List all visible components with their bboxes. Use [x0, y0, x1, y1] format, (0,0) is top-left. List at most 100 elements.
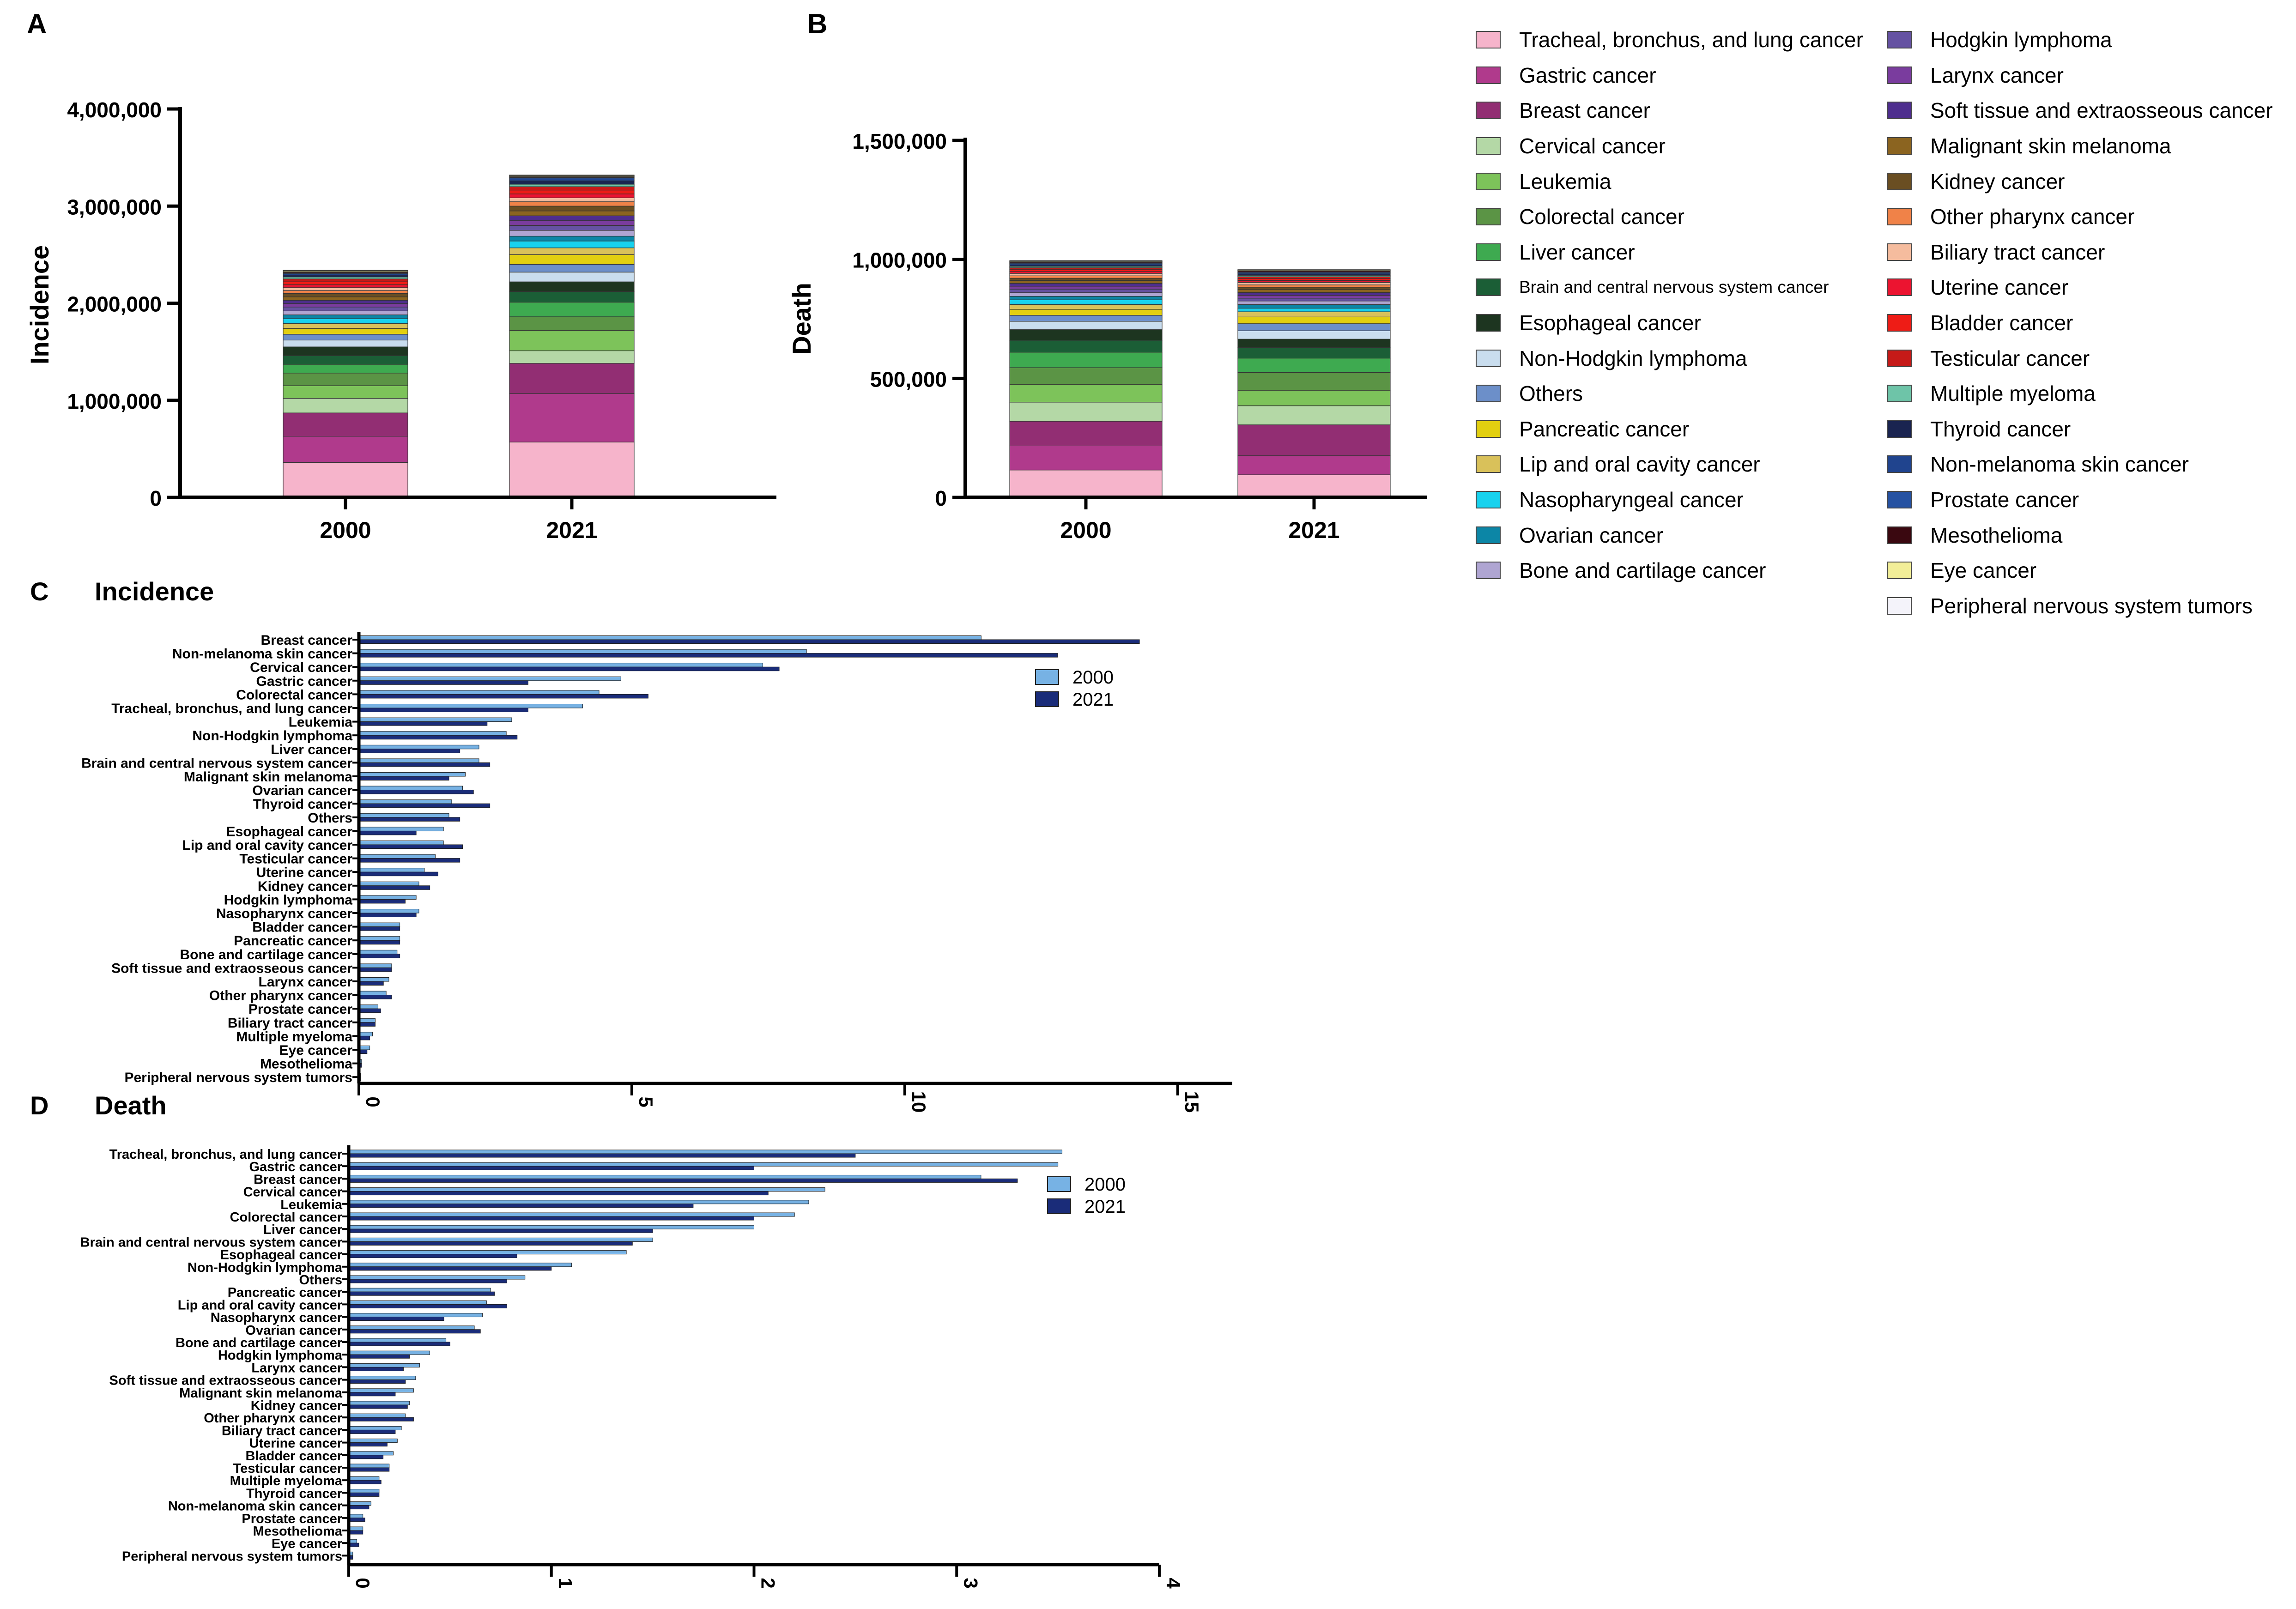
- legend-swatch: [1887, 491, 1912, 509]
- bar-segment: [283, 281, 408, 285]
- legend-label: Kidney cancer: [1930, 169, 2065, 194]
- bar-2000: [358, 744, 479, 750]
- panel-title-c: Incidence: [95, 577, 214, 606]
- bar-2021: [358, 639, 1140, 644]
- bar-segment: [1009, 367, 1163, 385]
- bar-2000: [348, 1174, 981, 1179]
- legend-label: Ovarian cancer: [1519, 523, 1663, 547]
- bar-segment: [509, 248, 635, 255]
- legend-label: 2000: [1072, 667, 1114, 688]
- bar-2021: [358, 913, 417, 917]
- category-label: Thyroid cancer: [246, 1486, 342, 1501]
- bar-2021: [358, 666, 780, 671]
- bar-2021: [358, 830, 417, 835]
- legend-swatch: [1887, 278, 1912, 296]
- bar-segment: [283, 293, 408, 297]
- bar-segment: [283, 318, 408, 324]
- legend-label: Nasopharyngeal cancer: [1519, 488, 1744, 512]
- panel-a-bars: [283, 175, 635, 498]
- legend-swatch: [1887, 526, 1912, 544]
- bar-segment: [1237, 280, 1391, 283]
- bar-2000: [348, 1350, 430, 1355]
- legend-item: Leukemia: [1476, 163, 1863, 199]
- category-label: Non-Hodgkin lymphoma: [188, 1260, 343, 1275]
- xtick-label: 3: [960, 1578, 981, 1588]
- bar-segment: [1237, 276, 1391, 279]
- category-label: Pancreatic cancer: [228, 1285, 342, 1300]
- bar-2000: [348, 1451, 394, 1456]
- panel-letter-b: B: [807, 8, 827, 39]
- bar-segment: [1009, 286, 1163, 290]
- category-label: Ovarian cancer: [245, 1323, 342, 1338]
- legend-item: Bone and cartilage cancer: [1476, 553, 1863, 588]
- legend-swatch: [1476, 349, 1501, 367]
- bar-2021: [358, 871, 438, 877]
- category-label: Kidney cancer: [258, 879, 352, 894]
- ytick-label: 0: [150, 486, 162, 510]
- legend-label: Other pharynx cancer: [1930, 205, 2135, 229]
- bar-2021: [348, 1467, 390, 1472]
- panel-title-d: Death: [95, 1091, 167, 1120]
- legend-swatch: [1476, 314, 1501, 332]
- legend-label: Others: [1519, 381, 1583, 406]
- xtick-label: 4: [1163, 1578, 1184, 1589]
- bar-2000: [348, 1300, 487, 1305]
- category-label: Lip and oral cavity cancer: [182, 838, 353, 853]
- bar-segment: [283, 277, 408, 279]
- category-label: Uterine cancer: [249, 1436, 343, 1451]
- legend-item: Larynx cancer: [1887, 58, 2273, 93]
- legend-item: Liver cancer: [1476, 235, 1863, 270]
- bar-segment: [509, 184, 635, 187]
- legend-label: Gastric cancer: [1519, 63, 1656, 87]
- legend-swatch: [1476, 491, 1501, 509]
- bar-segment: [1237, 339, 1391, 348]
- category-label: Non-melanoma skin cancer: [168, 1499, 342, 1514]
- bar-segment: [1009, 340, 1163, 353]
- bar-2021: [348, 1379, 406, 1384]
- bar-2000: [348, 1488, 380, 1493]
- bar-2021: [358, 653, 1058, 658]
- legend-swatch: [1887, 137, 1912, 155]
- bar-2021: [348, 1455, 384, 1459]
- bar-2021: [348, 1442, 388, 1447]
- bar-segment: [509, 186, 635, 191]
- bar-segment: [1237, 301, 1391, 305]
- bar-2000: [348, 1225, 754, 1229]
- legend-label: Liver cancer: [1519, 240, 1635, 264]
- category-label: Gastric cancer: [249, 1160, 342, 1174]
- bar-2021: [348, 1429, 396, 1434]
- bar-segment: [1009, 275, 1163, 278]
- legend-item: Nasopharyngeal cancer: [1476, 482, 1863, 518]
- category-label: Tracheal, bronchus, and lung cancer: [109, 1147, 342, 1162]
- bar-2000: [348, 1149, 1062, 1154]
- legend-swatch: [1887, 208, 1912, 226]
- category-label: Malignant skin melanoma: [179, 1386, 343, 1401]
- legend-label: Lip and oral cavity cancer: [1519, 452, 1760, 477]
- legend-item: Others: [1476, 376, 1863, 411]
- legend-swatch: [1476, 243, 1501, 261]
- legend-label: Tracheal, bronchus, and lung cancer: [1519, 28, 1863, 52]
- category-label: Nasopharynx cancer: [211, 1311, 342, 1325]
- bar-segment: [1237, 287, 1391, 290]
- bar-2000: [358, 895, 417, 900]
- bar-segment: [1009, 296, 1163, 300]
- bar-2021: [348, 1329, 481, 1334]
- panel-b-yticks: 0 500,000 1,000,000 1,500,000: [852, 129, 965, 510]
- legend-label: Prostate cancer: [1930, 488, 2079, 512]
- bar-segment: [1009, 280, 1163, 284]
- bar-2000: [348, 1514, 363, 1518]
- legend-item: Other pharynx cancer: [1887, 199, 2273, 235]
- category-label: Nasopharynx cancer: [216, 906, 352, 921]
- legend-item: Gastric cancer: [1476, 58, 1863, 93]
- legend-item: Multiple myeloma: [1887, 376, 2273, 411]
- bar-2021: [348, 1392, 396, 1397]
- category-label: Colorectal cancer: [236, 687, 352, 702]
- bar-2021: [358, 694, 648, 699]
- bar-segment: [1237, 330, 1391, 339]
- category-label: Peripheral nervous system tumors: [122, 1549, 342, 1564]
- bar-2000: [358, 977, 389, 982]
- category-label: Uterine cancer: [256, 865, 353, 880]
- bar-2000: [358, 1018, 376, 1023]
- legend-swatch: [1887, 385, 1912, 403]
- panel-a-chart: Incidence 0 1,000,000 2,000,000 3,000,000 4,…: [25, 98, 776, 543]
